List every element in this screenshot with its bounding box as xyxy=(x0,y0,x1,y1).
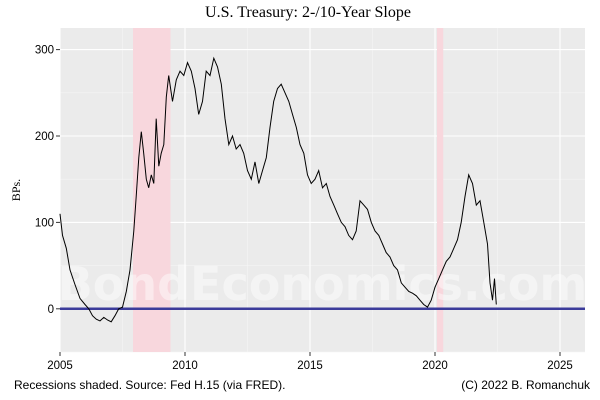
y-tick-label: 0 xyxy=(48,304,54,316)
footer-copyright: (C) 2022 B. Romanchuk xyxy=(461,378,591,392)
x-tick-label: 2010 xyxy=(172,360,198,372)
recession-band xyxy=(437,28,444,352)
x-tick-label: 2025 xyxy=(547,360,573,372)
x-tick-label: 2005 xyxy=(47,360,73,372)
watermark: BondEconomics.com xyxy=(58,257,588,311)
x-tick-label: 2020 xyxy=(422,360,448,372)
y-axis-label: BPs. xyxy=(9,179,23,201)
y-tick-label: 300 xyxy=(35,45,54,57)
series-line-2-10-slope xyxy=(59,56,497,323)
chart-title: U.S. Treasury: 2-/10-Year Slope xyxy=(205,4,411,21)
y-axis: 0 100 200 300 xyxy=(35,45,60,316)
footer-source: Recessions shaded. Source: Fed H.15 (via… xyxy=(14,378,285,392)
recession-band xyxy=(133,28,171,352)
x-axis: 2005 2010 2015 2020 2025 xyxy=(47,352,573,372)
y-tick-label: 200 xyxy=(35,131,54,143)
recession-bands xyxy=(133,28,444,352)
y-tick-label: 100 xyxy=(35,217,54,229)
x-tick-label: 2015 xyxy=(297,360,323,372)
